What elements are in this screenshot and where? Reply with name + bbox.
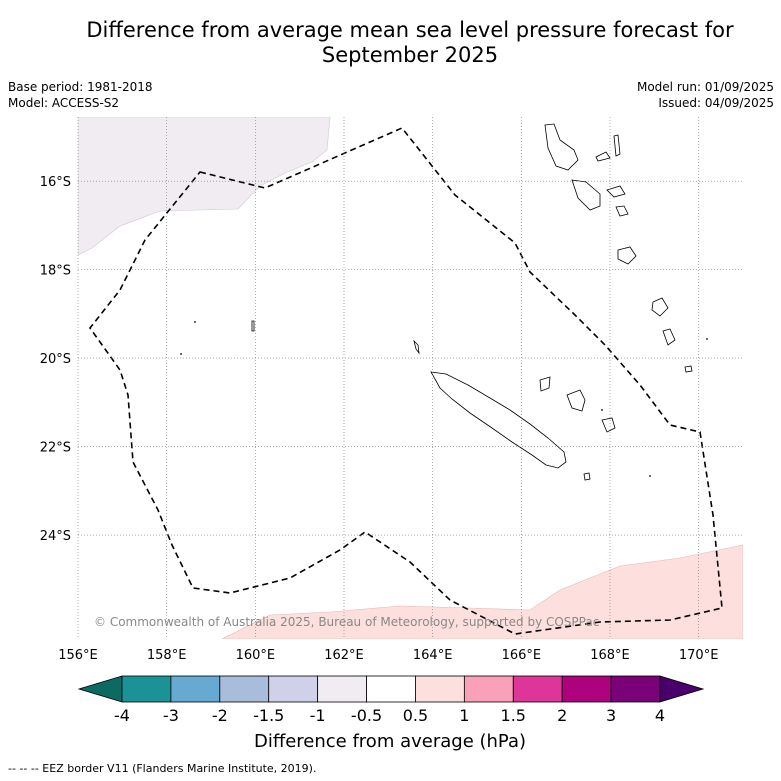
loyalty-island-mare — [601, 417, 616, 433]
new-caledonia-island — [430, 371, 567, 469]
colorbar-under-arrow — [77, 675, 123, 703]
eez-footnote: -- -- -- EEZ border V11 (Flanders Marine… — [8, 762, 317, 775]
colorbar-bin — [121, 675, 172, 703]
reef-dot — [601, 409, 603, 411]
reef-dot — [649, 475, 651, 477]
colorbar-bin — [366, 675, 416, 703]
vanuatu-ambrym — [606, 185, 626, 198]
latitude-tick-label: 22°S — [40, 441, 71, 456]
vanuatu-efate — [617, 246, 637, 265]
negative-anomaly-region — [78, 117, 331, 256]
longitude-tick-label: 170°E — [679, 648, 719, 663]
eez-border — [88, 127, 723, 635]
colorbar-bin — [610, 675, 661, 703]
colorbar-bin — [463, 675, 514, 703]
map-plot-area — [78, 117, 743, 639]
colorbar-tick-label: 4 — [655, 706, 665, 725]
map-title: Difference from average mean sea level p… — [86, 18, 734, 67]
colorbar-tick-label: 1.5 — [501, 706, 526, 725]
copyright-notice: © Commonwealth of Australia 2025, Bureau… — [94, 615, 599, 629]
colorbar-tick-label: -1.5 — [253, 706, 284, 725]
colorbar-over-arrow — [659, 675, 705, 703]
vanuatu-malekula — [571, 179, 601, 211]
meta-right: Model run: 01/09/2025 Issued: 04/09/2025 — [637, 79, 774, 111]
colorbar-bin — [219, 675, 270, 703]
longitude-tick-label: 168°E — [590, 648, 630, 663]
colorbar-bin — [512, 675, 563, 703]
meta-left: Base period: 1981-2018 Model: ACCESS-S2 — [8, 79, 153, 111]
model-run: Model run: 01/09/2025 — [636, 80, 774, 94]
longitude-tick-label: 164°E — [413, 648, 453, 663]
colorbar-tick-label: -2 — [212, 706, 228, 725]
colorbar-tick-label: -4 — [114, 706, 130, 725]
colorbar-tick-labels: -4 -3 -2 -1.5 -1 -0.5 0.5 1 1.5 2 3 4 — [114, 706, 665, 725]
vanuatu-erromango — [651, 297, 669, 317]
colorbar — [77, 675, 705, 703]
longitude-tick-label: 156°E — [58, 648, 98, 663]
colorbar-tick-label: 2 — [557, 706, 567, 725]
issued-date: Issued: 04/09/2025 — [658, 96, 774, 110]
latitude-tick-label: 20°S — [40, 352, 71, 367]
vanuatu-aneityum — [684, 365, 693, 373]
longitude-tick-label: 166°E — [502, 648, 542, 663]
colorbar-tick-label: -1 — [310, 706, 326, 725]
vanuatu-ambae — [595, 151, 611, 162]
colorbar-bin — [170, 675, 221, 703]
gridlines — [77, 117, 743, 639]
positive-anomaly-region — [221, 544, 743, 639]
model-name: Model: ACCESS-S2 — [8, 96, 120, 110]
loyalty-island-ouvea — [539, 376, 551, 392]
colorbar-tick-label: -3 — [163, 706, 179, 725]
vanuatu-small-islands — [615, 205, 629, 217]
colorbar-bin — [268, 675, 319, 703]
latitude-tick-label: 16°S — [40, 175, 71, 190]
colorbar-bin — [317, 675, 367, 703]
belep-islands — [413, 339, 420, 355]
vanuatu-espiritu-santo — [544, 123, 579, 171]
reef-dot — [180, 353, 182, 355]
colorbar-tick-label: -0.5 — [351, 706, 382, 725]
colorbar-bin — [415, 675, 465, 703]
latitude-tick-label: 24°S — [40, 529, 71, 544]
isle-of-pines — [583, 472, 591, 481]
colorbar-tick-label: 3 — [606, 706, 616, 725]
base-period: Base period: 1981-2018 — [8, 80, 153, 94]
latitude-tick-labels: 16°S 18°S 20°S 22°S 24°S — [40, 175, 71, 544]
reef-dot — [194, 321, 196, 323]
chesterfield-reef — [251, 320, 255, 332]
colorbar-bin — [561, 675, 612, 703]
vanuatu-pentecost — [613, 134, 621, 157]
latitude-tick-label: 18°S — [40, 264, 71, 279]
longitude-tick-label: 160°E — [236, 648, 276, 663]
colorbar-tick-label: 0.5 — [403, 706, 428, 725]
loyalty-island-lifou — [566, 389, 586, 412]
longitude-tick-label: 158°E — [147, 648, 187, 663]
vanuatu-tanna — [662, 328, 676, 346]
colorbar-tick-label: 1 — [459, 706, 469, 725]
longitude-tick-labels: 156°E 158°E 160°E 162°E 164°E 166°E 168°E 170°E — [58, 648, 718, 663]
longitude-tick-label: 162°E — [324, 648, 364, 663]
reef-dot — [706, 338, 708, 340]
colorbar-label: Difference from average (hPa) — [254, 731, 526, 752]
